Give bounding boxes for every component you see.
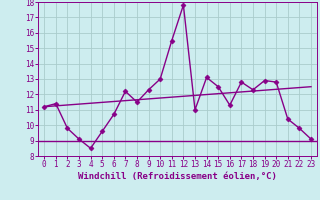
X-axis label: Windchill (Refroidissement éolien,°C): Windchill (Refroidissement éolien,°C)	[78, 172, 277, 181]
